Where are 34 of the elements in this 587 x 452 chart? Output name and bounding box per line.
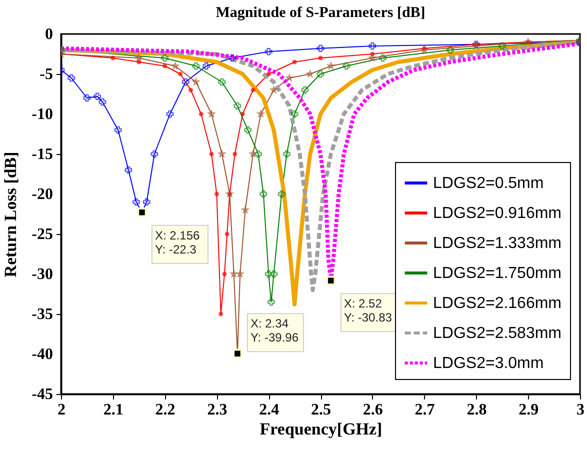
annotation: X: 2.156 Y: -22.3: [154, 228, 200, 256]
legend-label: LDGS2=3.0mm: [433, 355, 544, 372]
x-tick-label: 2.3: [207, 402, 228, 418]
y-tick-label: -45: [32, 386, 53, 403]
annotation: X: 2.52 Y: -30.83: [344, 296, 392, 325]
x-tick-label: 2.6: [362, 402, 383, 418]
y-tick-label: -40: [32, 346, 53, 363]
x-tick-label: 2.2: [155, 402, 176, 418]
x-tick-label: 2.1: [103, 402, 124, 418]
y-tick-label: -15: [32, 146, 53, 163]
x-tick-label: 2.5: [311, 402, 331, 418]
x-axis-title: Frequency[GHz]: [260, 420, 382, 438]
legend-label: LDGS2=2.583mm: [433, 325, 562, 342]
y-axis-title: Return Loss [dB]: [1, 152, 20, 278]
y-tick-label: -20: [32, 186, 53, 203]
legend-label: LDGS2=1.333mm: [433, 235, 562, 252]
legend-label: LDGS2=0.916mm: [433, 205, 562, 222]
x-tick-label: 3: [576, 402, 584, 418]
y-tick-label: -30: [32, 266, 53, 283]
legend-label: LDGS2=2.166mm: [433, 295, 562, 312]
x-tick-label: 2: [58, 402, 66, 418]
annotation: X: 2.34 Y: -39.96: [250, 316, 299, 345]
x-tick-label: 2.7: [414, 402, 435, 418]
x-tick-label: 2.8: [466, 402, 487, 418]
y-tick-label: -5: [40, 66, 53, 83]
x-tick-label: 2.4: [259, 402, 280, 418]
legend-label: LDGS2=1.750mm: [433, 265, 562, 282]
y-tick-label: -10: [32, 106, 53, 123]
y-tick-label: -25: [32, 226, 53, 243]
chart-title: Magnitude of S-Parameters [dB]: [216, 5, 426, 21]
y-tick-label: -35: [32, 306, 53, 323]
y-tick-label: 0: [45, 26, 53, 43]
x-tick-label: 2.9: [518, 402, 539, 418]
legend-label: LDGS2=0.5mm: [433, 175, 544, 192]
